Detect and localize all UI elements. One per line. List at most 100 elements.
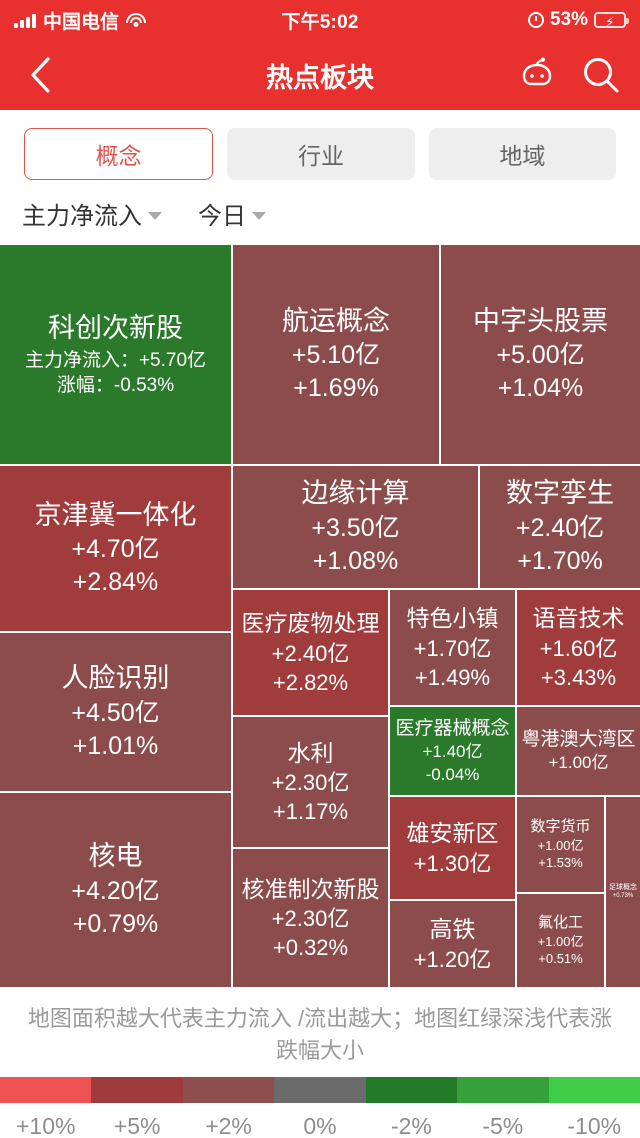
color-scale-swatch [91, 1076, 183, 1103]
tab-concept[interactable]: 概念 [24, 128, 214, 180]
treemap-cell-inflow: +2.30亿 [271, 906, 350, 932]
treemap-cell[interactable]: 高铁 +1.20亿 [390, 901, 515, 987]
treemap-cell-change: +1.69% [293, 374, 379, 403]
status-bar-left: 中国电信 [14, 7, 281, 34]
wifi-icon [126, 12, 147, 28]
treemap-cell[interactable]: 医疗废物处理 +2.40亿 +2.82% [233, 590, 388, 715]
filter-period[interactable]: 今日 [198, 196, 266, 231]
treemap-cell-change: +1.01% [72, 731, 159, 760]
filter-bar: 主力净流入 今日 [0, 180, 640, 245]
treemap-cell-change: +1.04% [497, 374, 584, 403]
color-scale-bar [0, 1076, 640, 1103]
treemap-cell[interactable]: 核电 +4.20亿 +0.79% [0, 793, 231, 987]
color-scale-label: -10% [567, 1112, 622, 1138]
treemap-cell[interactable]: 中字头股票 +5.00亿 +1.04% [441, 245, 640, 464]
treemap-cell-inflow: +1.00亿 [537, 934, 584, 950]
nav-bar: 热点板块 [0, 40, 640, 110]
treemap-cell-change: +0.32% [272, 935, 349, 961]
color-scale-label: +5% [113, 1112, 161, 1138]
robot-assistant-button[interactable] [516, 54, 558, 96]
treemap-cell[interactable]: 特色小镇 +1.70亿 +1.49% [390, 590, 515, 705]
treemap-cell[interactable]: 数字孪生 +2.40亿 +1.70% [480, 466, 640, 588]
treemap-cell-inflow: +1.70亿 [413, 635, 492, 661]
treemap-cell-inflow: 主力净流入：+5.70亿 [24, 350, 207, 372]
treemap-cell-inflow: +1.00亿 [537, 838, 584, 854]
treemap-cell-inflow: +1.20亿 [413, 946, 492, 972]
treemap-cell-name: 高铁 [429, 916, 476, 943]
status-time: 下午5:02 [281, 11, 359, 33]
treemap-cell[interactable]: 雄安新区 +1.30亿 [390, 797, 515, 899]
treemap-cell-name: 核电 [88, 841, 143, 872]
nav-actions [516, 54, 622, 96]
chevron-down-icon [148, 211, 162, 220]
treemap-cell-name: 雄安新区 [406, 820, 499, 847]
treemap-cell[interactable]: 医疗器械概念 +1.40亿 -0.04% [390, 707, 515, 795]
status-bar: 中国电信 下午5:02 53% ⚡ [0, 0, 640, 40]
treemap-cell[interactable]: 粤港澳大湾区 +1.00亿 [517, 707, 640, 795]
treemap-cell-inflow: +4.70亿 [71, 535, 160, 564]
treemap-cell-change: +1.49% [414, 664, 491, 690]
treemap-cell-name: 数字孪生 [506, 478, 614, 509]
treemap-cell-change: 涨幅：-0.53% [56, 375, 175, 397]
treemap-cell-inflow: +4.50亿 [71, 698, 160, 727]
treemap-cell-name: 粤港澳大湾区 [521, 729, 636, 751]
treemap-cell-inflow: +4.20亿 [71, 876, 160, 905]
treemap-cell-name: 特色小镇 [406, 605, 499, 632]
battery-charging-icon: ⚡ [594, 12, 630, 30]
color-scale-label: +2% [205, 1112, 252, 1138]
treemap-cell-name: 医疗废物处理 [241, 610, 380, 637]
tab-region[interactable]: 地域 [428, 128, 616, 180]
filter-period-label: 今日 [198, 203, 246, 230]
filter-metric-label: 主力净流入 [22, 203, 142, 230]
search-button[interactable] [580, 54, 622, 96]
search-icon [584, 58, 619, 93]
alarm-icon [527, 12, 544, 28]
treemap-cell[interactable]: 京津冀一体化 +4.70亿 +2.84% [0, 466, 231, 631]
chevron-down-icon [252, 211, 266, 220]
treemap-cell-name: 语音技术 [532, 605, 625, 632]
treemap-cell-inflow: +3.50亿 [311, 513, 400, 542]
sector-treemap[interactable]: 科创次新股 主力净流入：+5.70亿 涨幅：-0.53% 航运概念 +5.10亿 +1.6… [0, 245, 640, 987]
treemap-cell-change: +1.08% [312, 546, 399, 575]
treemap-cell[interactable]: 人脸识别 +4.50亿 +1.01% [0, 633, 231, 791]
treemap-cell-inflow: +1.60亿 [539, 635, 618, 661]
filter-metric[interactable]: 主力净流入 [22, 196, 162, 231]
treemap-cell-name: 科创次新股 [48, 312, 183, 343]
treemap-cell-change: +3.43% [540, 664, 617, 690]
chevron-left-icon [31, 57, 50, 93]
carrier-label: 中国电信 [43, 11, 120, 33]
treemap-cell[interactable]: 航运概念 +5.10亿 +1.69% [233, 245, 439, 464]
treemap-cell-inflow: +1.40亿 [422, 742, 483, 762]
treemap-cell-change: +2.82% [272, 669, 349, 695]
treemap-cell-inflow: +2.40亿 [271, 640, 350, 666]
treemap-cell[interactable]: 氟化工 +1.00亿 +0.51% [517, 894, 604, 987]
robot-assistant-icon [522, 57, 552, 86]
signal-bars-icon [14, 13, 36, 28]
treemap-cell[interactable]: 水利 +2.30亿 +1.17% [233, 717, 388, 847]
treemap-cell-inflow: +1.00亿 [548, 753, 609, 773]
treemap-cell[interactable]: 语音技术 +1.60亿 +3.43% [517, 590, 640, 705]
treemap-cell[interactable]: 边缘计算 +3.50亿 +1.08% [233, 466, 478, 588]
treemap-cell[interactable]: 核准制次新股 +2.30亿 +0.32% [233, 849, 388, 987]
color-scale-label: -2% [390, 1112, 432, 1138]
category-tabs: 概念 行业 地域 [0, 110, 640, 180]
color-scale-label: -5% [482, 1112, 524, 1138]
treemap-cell-inflow: +1.30亿 [413, 850, 492, 876]
color-scale-swatch [548, 1076, 640, 1103]
color-scale-labels: +10% +5% +2% 0% -2% -5% -10% [0, 1103, 640, 1138]
treemap-cell[interactable]: 数字货币 +1.00亿 +1.53% [517, 797, 604, 892]
tab-industry[interactable]: 行业 [227, 128, 415, 180]
treemap-cell-change: +0.73% [612, 892, 634, 899]
color-scale-swatch [365, 1076, 458, 1103]
treemap-cell-name: 氟化工 [537, 914, 583, 932]
treemap-cell-change: +2.84% [72, 568, 159, 597]
treemap-cell[interactable]: 科创次新股主力净流入：+5.70亿 涨幅：-0.53% [0, 245, 231, 464]
treemap-cell-name: 数字货币 [530, 818, 591, 836]
color-scale-swatch [457, 1076, 549, 1103]
treemap-legend-note: 地图面积越大代表主力流入 /流出越大；地图红绿深浅代表涨跌幅大小 [27, 1006, 613, 1063]
treemap-cell-name: 京津冀一体化 [34, 499, 197, 530]
color-scale-swatch [0, 1076, 92, 1103]
back-button[interactable] [18, 53, 62, 97]
treemap-cell[interactable]: 足球概念 +0.73% [606, 797, 640, 987]
treemap-cell-name: 航运概念 [282, 305, 390, 336]
